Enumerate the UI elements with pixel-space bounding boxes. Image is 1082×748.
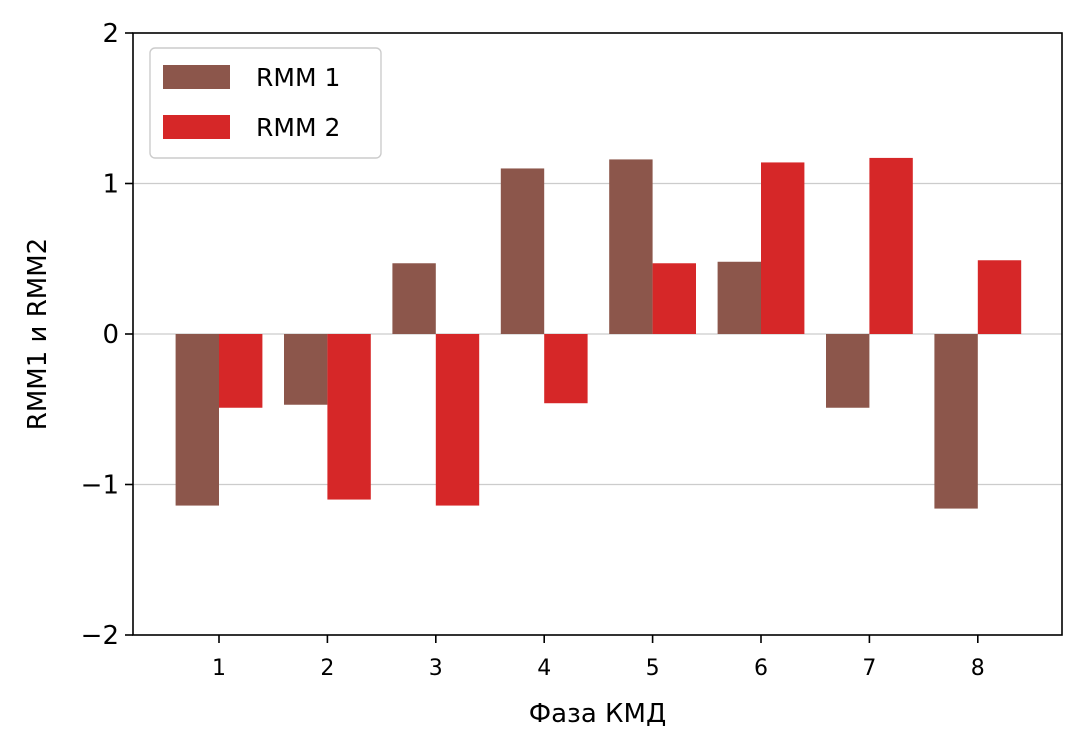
x-tick-label-8: 8: [971, 656, 985, 681]
bar-series-1-cat-5: [609, 159, 653, 334]
legend-swatch-2: [163, 115, 230, 139]
grid-lines: [133, 182, 1062, 486]
x-tick-label-7: 7: [862, 656, 876, 681]
bar-series-1-cat-8: [934, 334, 978, 509]
y-tick-label-2: 0: [102, 320, 119, 350]
bar-series-1-cat-1: [175, 334, 219, 506]
y-axis-ticks: −2 −1 0 1 2: [81, 19, 133, 651]
bar-series-2-cat-5: [652, 263, 696, 334]
x-tick-label-5: 5: [646, 656, 660, 681]
x-axis-label: Фаза КМД: [529, 699, 667, 729]
x-tick-label-2: 2: [320, 656, 334, 681]
bar-series-2-cat-6: [761, 162, 805, 334]
x-axis-ticks: 1 2 3 4 5 6 7 8: [212, 635, 985, 681]
bar-series-1-cat-7: [826, 334, 870, 408]
y-tick-label-0: −2: [81, 621, 119, 651]
x-tick-label-6: 6: [754, 656, 768, 681]
bar-series-2-cat-3: [435, 334, 480, 506]
y-tick-label-3: 1: [102, 170, 119, 200]
bar-series-1-cat-3: [392, 263, 436, 334]
legend-label-2: RMM 2: [256, 113, 340, 142]
bar-series-1-cat-4: [500, 168, 545, 334]
bar-series-2-cat-1: [219, 334, 263, 408]
bar-series-1-cat-6: [717, 261, 761, 334]
bars: [175, 157, 1022, 509]
legend-label-1: RMM 1: [256, 63, 340, 92]
legend: RMM 1 RMM 2: [149, 47, 382, 159]
y-tick-label-4: 2: [102, 19, 119, 49]
bar-series-2-cat-2: [327, 334, 371, 500]
y-tick-label-1: −1: [81, 471, 119, 501]
x-tick-label-3: 3: [429, 656, 443, 681]
bar-series-2-cat-4: [544, 334, 588, 404]
bar-series-2-cat-8: [977, 260, 1022, 334]
y-axis-label: RMM1 и RMM2: [23, 238, 53, 430]
bar-series-2-cat-7: [869, 157, 913, 334]
bar-series-1-cat-2: [284, 334, 328, 405]
legend-swatch-1: [163, 65, 230, 89]
x-tick-label-1: 1: [212, 656, 226, 681]
x-tick-label-4: 4: [537, 656, 551, 681]
